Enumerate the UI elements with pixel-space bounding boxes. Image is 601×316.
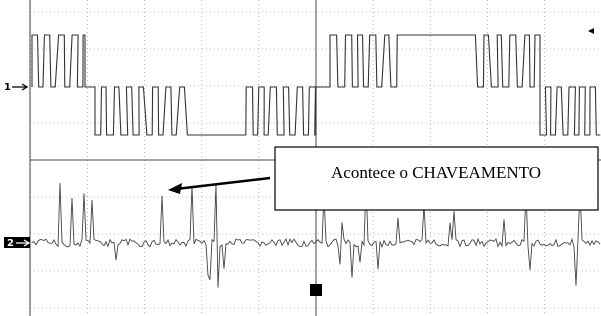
- annotation-text: Acontece o CHAVEAMENTO: [331, 163, 541, 182]
- oscilloscope-screen: 1 2 Acontece o CHAVEAMENTO: [0, 0, 601, 316]
- channel-2-label: 2: [7, 238, 14, 249]
- trigger-marker: [310, 284, 322, 296]
- channel-1-label: 1: [4, 82, 11, 93]
